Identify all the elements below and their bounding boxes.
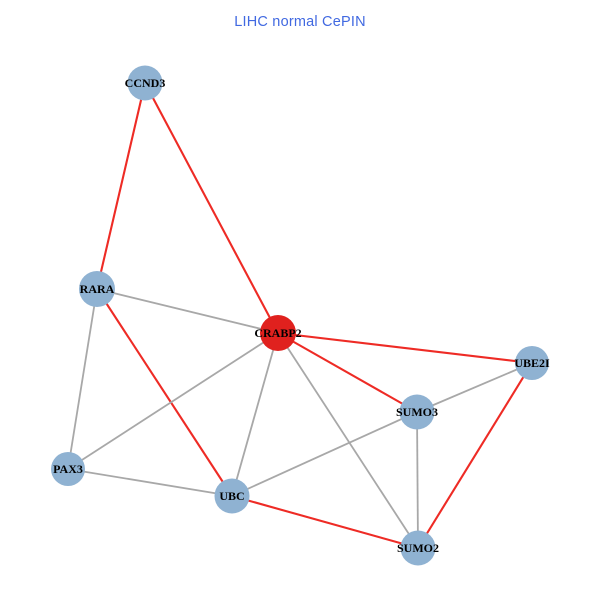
network-node-SUMO3 — [399, 394, 435, 430]
edge-SUMO3-UBE2I — [416, 362, 533, 413]
plot-title: LIHC normal CePIN — [234, 14, 366, 30]
edge-UBC-SUMO3 — [231, 411, 418, 497]
network-node-UBE2I — [515, 346, 549, 380]
edge-CCND3-CRABP2 — [144, 82, 279, 334]
node-label-CRABP2: CRABP2 — [254, 326, 301, 340]
node-label-PAX3: PAX3 — [53, 462, 83, 476]
edge-RARA-CRABP2 — [96, 288, 279, 334]
edge-PAX3-UBC — [67, 468, 233, 497]
edge-RARA-UBC — [96, 288, 233, 497]
node-label-UBC: UBC — [219, 489, 244, 503]
edge-RARA-PAX3 — [67, 288, 98, 470]
node-label-SUMO2: SUMO2 — [397, 541, 439, 555]
edge-CRABP2-PAX3 — [67, 332, 279, 470]
edge-CRABP2-UBC — [231, 332, 279, 497]
edge-CRABP2-UBE2I — [277, 331, 533, 365]
node-label-CCND3: CCND3 — [125, 76, 166, 90]
node-label-SUMO3: SUMO3 — [396, 405, 438, 419]
node-label-UBE2I: UBE2I — [514, 356, 550, 370]
edge-UBC-SUMO2 — [231, 494, 419, 550]
network-node-UBC — [214, 478, 250, 514]
edge-CRABP2-SUMO3 — [277, 332, 418, 413]
edge-UBE2I-SUMO2 — [417, 362, 533, 549]
edge-CCND3-RARA — [95, 82, 147, 290]
network-node-RARA — [79, 271, 115, 307]
edge-CRABP2-SUMO2 — [277, 332, 419, 549]
network-node-CCND3 — [127, 65, 163, 101]
network-node-SUMO2 — [400, 530, 436, 566]
network-node-PAX3 — [51, 452, 85, 486]
network-node-CRABP2 — [260, 315, 296, 351]
node-label-RARA: RARA — [80, 282, 115, 296]
edge-SUMO3-SUMO2 — [416, 411, 419, 549]
